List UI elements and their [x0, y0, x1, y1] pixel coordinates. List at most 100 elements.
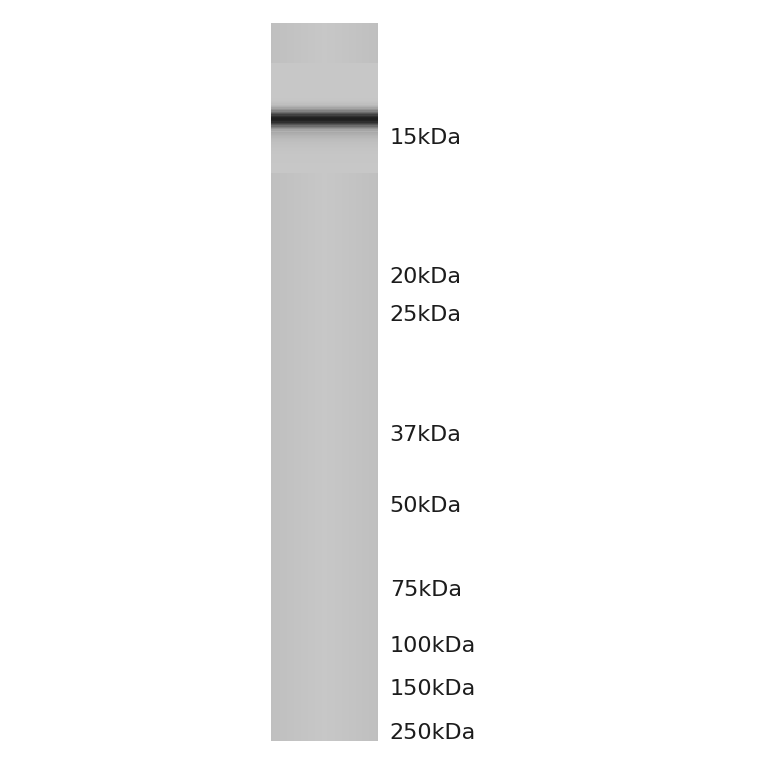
Bar [354, 23, 355, 741]
Bar [358, 23, 360, 741]
Bar [373, 23, 374, 741]
Bar [271, 63, 378, 65]
Bar [315, 23, 316, 741]
Bar [278, 23, 280, 741]
Bar [316, 23, 317, 741]
Bar [372, 23, 373, 741]
Bar [271, 99, 378, 101]
Bar [271, 124, 378, 125]
Bar [271, 80, 378, 81]
Bar [371, 23, 372, 741]
Bar [335, 23, 336, 741]
Bar [271, 72, 378, 73]
Bar [271, 110, 378, 112]
Text: 250kDa: 250kDa [390, 724, 476, 743]
Bar [271, 158, 378, 160]
Bar [351, 23, 352, 741]
Bar [271, 92, 378, 94]
Bar [362, 23, 363, 741]
Bar [330, 23, 331, 741]
Bar [323, 23, 324, 741]
Bar [377, 23, 378, 741]
Bar [329, 23, 330, 741]
Bar [271, 134, 378, 135]
Bar [286, 23, 287, 741]
Bar [287, 23, 288, 741]
Bar [294, 23, 295, 741]
Bar [271, 153, 378, 154]
Bar [271, 23, 272, 741]
Bar [360, 23, 361, 741]
Bar [318, 23, 319, 741]
Bar [353, 23, 354, 741]
Bar [271, 161, 378, 163]
Bar [271, 83, 378, 84]
Bar [332, 23, 333, 741]
Bar [345, 23, 346, 741]
Bar [271, 122, 378, 124]
Text: 100kDa: 100kDa [390, 636, 476, 656]
Bar [271, 154, 378, 156]
Bar [355, 23, 356, 741]
Bar [271, 67, 378, 69]
Bar [271, 86, 378, 87]
Bar [271, 117, 378, 118]
Bar [271, 84, 378, 86]
Bar [376, 23, 377, 741]
Bar [271, 149, 378, 150]
Text: 150kDa: 150kDa [390, 679, 476, 699]
Bar [331, 23, 332, 741]
Bar [271, 144, 378, 146]
Bar [356, 23, 357, 741]
Bar [276, 23, 277, 741]
Bar [340, 23, 341, 741]
Text: 20kDa: 20kDa [390, 267, 461, 286]
Bar [271, 172, 378, 173]
Bar [303, 23, 304, 741]
Bar [271, 127, 378, 128]
Bar [313, 23, 314, 741]
Bar [341, 23, 342, 741]
Bar [271, 74, 378, 76]
Bar [271, 66, 378, 67]
Bar [271, 141, 378, 142]
Bar [271, 120, 378, 121]
Bar [289, 23, 290, 741]
Text: 25kDa: 25kDa [390, 305, 461, 325]
Bar [306, 23, 307, 741]
Bar [271, 131, 378, 132]
Bar [367, 23, 368, 741]
Bar [308, 23, 309, 741]
Bar [271, 65, 378, 66]
Bar [344, 23, 345, 741]
Bar [271, 81, 378, 83]
Bar [271, 105, 378, 106]
Bar [361, 23, 362, 741]
Bar [271, 142, 378, 143]
Bar [271, 87, 378, 88]
Bar [342, 23, 343, 741]
Bar [271, 151, 378, 153]
Bar [271, 106, 378, 108]
Bar [305, 23, 306, 741]
Bar [336, 23, 337, 741]
Bar [319, 23, 320, 741]
Bar [317, 23, 318, 741]
Bar [271, 112, 378, 113]
Bar [337, 23, 338, 741]
Bar [327, 23, 329, 741]
Bar [271, 102, 378, 103]
Bar [271, 95, 378, 96]
Bar [271, 129, 378, 131]
Bar [352, 23, 353, 741]
Bar [271, 77, 378, 79]
Bar [271, 139, 378, 141]
Bar [271, 108, 378, 110]
Bar [283, 23, 284, 741]
Bar [271, 69, 378, 70]
Bar [284, 23, 286, 741]
Bar [296, 23, 297, 741]
Bar [334, 23, 335, 741]
Bar [274, 23, 275, 741]
Bar [298, 23, 299, 741]
